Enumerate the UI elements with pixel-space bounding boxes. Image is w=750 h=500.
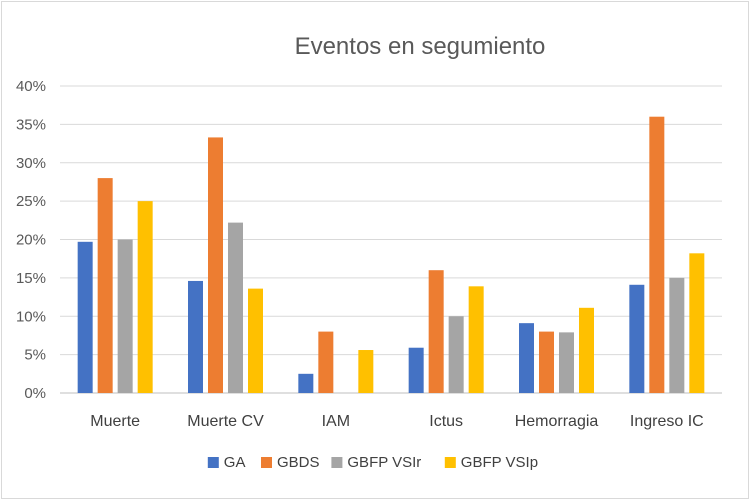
bar-gbfp-vsir: [669, 277, 685, 393]
bar-gbfp-vsip: [358, 350, 374, 393]
legend-label: GBFP VSIp: [461, 454, 538, 471]
bar-gbfp-vsir: [228, 222, 243, 393]
x-category-label: Muerte: [90, 413, 140, 430]
legend-swatch: [207, 457, 219, 468]
bars: [77, 116, 705, 393]
x-category-label: Muerte CV: [187, 413, 264, 430]
legend-label: GBDS: [277, 454, 320, 471]
y-tick-label: 15%: [16, 270, 46, 287]
y-axis-ticks: 0% 5% 10% 15% 20% 25% 30% 35% 40%: [16, 78, 46, 402]
bar-gbds: [539, 331, 554, 393]
bar-gbfp-vsir: [559, 332, 574, 393]
gridlines: [60, 85, 722, 394]
x-category-label: Ingreso IC: [630, 413, 704, 430]
y-tick-label: 30%: [16, 155, 46, 172]
y-tick-label: 35%: [16, 116, 46, 133]
x-category-label: IAM: [322, 413, 350, 430]
bar-gbds: [649, 116, 665, 393]
bar-gbfp-vsip: [689, 253, 705, 393]
bar-gbfp-vsip: [137, 201, 153, 393]
bar-ga: [188, 280, 203, 393]
legend-label: GBFP VSIr: [347, 454, 421, 471]
legend-swatch: [444, 457, 456, 468]
bar-ga: [408, 347, 424, 393]
y-tick-label: 0%: [24, 385, 46, 402]
y-tick-label: 5%: [24, 347, 46, 364]
chart-title: Eventos en segumiento: [295, 33, 546, 60]
y-tick-label: 25%: [16, 193, 46, 210]
x-category-label: Hemorragia: [515, 413, 599, 430]
bar-gbds: [428, 270, 444, 393]
bar-ga: [629, 284, 645, 393]
y-tick-label: 10%: [16, 308, 46, 325]
bar-gbds: [318, 331, 334, 393]
y-tick-label: 40%: [16, 78, 46, 95]
legend-swatch: [261, 457, 272, 468]
legend-label: GA: [224, 454, 246, 471]
bar-gbfp-vsip: [468, 286, 484, 393]
bar-ga: [77, 241, 93, 393]
bar-gbds: [208, 137, 223, 393]
bar-ga: [519, 323, 534, 393]
bar-gbfp-vsir: [117, 239, 133, 393]
y-tick-label: 20%: [16, 232, 46, 249]
legend-swatch: [331, 457, 343, 468]
bar-gbfp-vsip: [579, 307, 594, 393]
bar-gbds: [97, 178, 113, 393]
bar-gbfp-vsip: [248, 288, 263, 393]
x-category-label: Ictus: [429, 413, 463, 430]
x-axis-categories: Muerte Muerte CV IAM Ictus Hemorragia Ingreso…: [90, 413, 703, 430]
legend: GA GBDS GBFP VSIr GBFP VSIp: [207, 454, 538, 471]
bar-ga: [298, 373, 314, 393]
bar-gbfp-vsir: [448, 316, 464, 393]
